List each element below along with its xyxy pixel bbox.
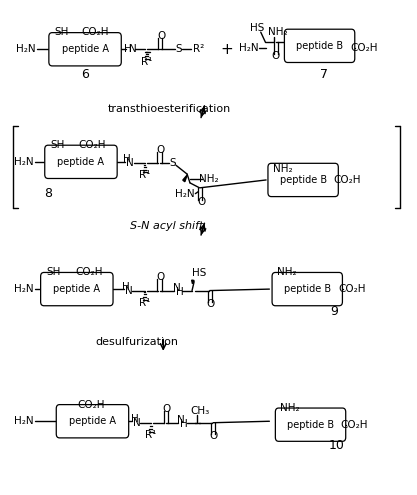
Text: peptide B: peptide B xyxy=(284,284,331,294)
Text: H: H xyxy=(131,414,138,424)
FancyBboxPatch shape xyxy=(284,29,355,62)
Text: CO₂H: CO₂H xyxy=(79,140,106,149)
Text: SH: SH xyxy=(55,27,69,37)
Text: H: H xyxy=(124,44,132,54)
Text: H₂N: H₂N xyxy=(14,157,34,167)
Text: R¹: R¹ xyxy=(139,170,151,180)
FancyBboxPatch shape xyxy=(272,272,342,306)
FancyBboxPatch shape xyxy=(268,163,338,197)
Text: O: O xyxy=(156,145,164,154)
Text: peptide B: peptide B xyxy=(296,41,343,51)
Text: NH₂: NH₂ xyxy=(280,402,300,412)
Text: O: O xyxy=(271,50,280,61)
Text: HS: HS xyxy=(192,268,207,278)
Text: 8: 8 xyxy=(44,187,52,200)
Text: H₂N: H₂N xyxy=(14,284,34,294)
FancyBboxPatch shape xyxy=(49,33,121,66)
Text: H₂N: H₂N xyxy=(175,189,195,198)
Text: CH₃: CH₃ xyxy=(191,406,210,416)
Text: peptide A: peptide A xyxy=(53,284,100,294)
Text: O: O xyxy=(197,197,205,207)
Text: O: O xyxy=(206,299,215,309)
Text: peptide B: peptide B xyxy=(279,175,327,185)
Text: H: H xyxy=(123,154,131,164)
Text: N: N xyxy=(133,418,141,428)
Text: peptide A: peptide A xyxy=(69,416,116,426)
Text: H₂N: H₂N xyxy=(14,416,34,426)
FancyBboxPatch shape xyxy=(40,272,113,306)
Text: N: N xyxy=(125,286,133,296)
Text: S: S xyxy=(175,44,182,54)
Text: CO₂H: CO₂H xyxy=(350,43,378,53)
Text: 10: 10 xyxy=(329,439,345,452)
Text: O: O xyxy=(157,31,165,41)
Text: NH₂: NH₂ xyxy=(198,174,219,184)
Text: N: N xyxy=(173,283,180,293)
Text: HS: HS xyxy=(250,23,264,33)
Text: O: O xyxy=(162,404,171,414)
Text: S: S xyxy=(169,158,176,168)
Text: peptide B: peptide B xyxy=(287,420,334,430)
Text: N: N xyxy=(177,415,184,425)
Text: CO₂H: CO₂H xyxy=(78,400,105,410)
Text: H₂N: H₂N xyxy=(239,43,258,53)
Text: NH₂: NH₂ xyxy=(268,27,287,37)
Text: +: + xyxy=(221,42,234,57)
Text: CO₂H: CO₂H xyxy=(75,267,103,277)
Text: R¹: R¹ xyxy=(141,57,153,67)
Text: CO₂H: CO₂H xyxy=(334,175,361,185)
Text: S-N acyl shift: S-N acyl shift xyxy=(131,221,203,232)
Text: NH₂: NH₂ xyxy=(277,267,296,277)
Text: N: N xyxy=(126,158,134,168)
Text: R²: R² xyxy=(193,44,204,54)
Text: CO₂H: CO₂H xyxy=(341,420,368,430)
FancyBboxPatch shape xyxy=(275,408,346,442)
Text: 7: 7 xyxy=(320,68,328,81)
FancyBboxPatch shape xyxy=(56,404,129,438)
Text: SH: SH xyxy=(46,267,60,277)
Text: peptide A: peptide A xyxy=(62,44,108,54)
Text: transthioesterification: transthioesterification xyxy=(108,104,231,114)
Text: 9: 9 xyxy=(330,304,338,318)
Text: H: H xyxy=(180,419,188,429)
Text: H: H xyxy=(122,282,130,292)
Text: H₂N: H₂N xyxy=(16,44,36,54)
Text: H: H xyxy=(176,287,183,297)
Polygon shape xyxy=(192,280,194,284)
Polygon shape xyxy=(183,175,187,182)
Text: 6: 6 xyxy=(81,68,89,81)
Text: CO₂H: CO₂H xyxy=(82,27,109,37)
Text: NH₂: NH₂ xyxy=(273,164,292,174)
Text: R¹: R¹ xyxy=(139,298,151,308)
Text: R¹: R¹ xyxy=(145,430,157,440)
Text: peptide A: peptide A xyxy=(58,157,104,167)
Text: desulfurization: desulfurization xyxy=(95,337,178,347)
Text: N: N xyxy=(128,44,136,54)
FancyBboxPatch shape xyxy=(45,145,117,179)
Text: SH: SH xyxy=(50,140,65,149)
Text: O: O xyxy=(156,272,164,282)
Text: O: O xyxy=(210,432,218,442)
Text: CO₂H: CO₂H xyxy=(338,284,365,294)
